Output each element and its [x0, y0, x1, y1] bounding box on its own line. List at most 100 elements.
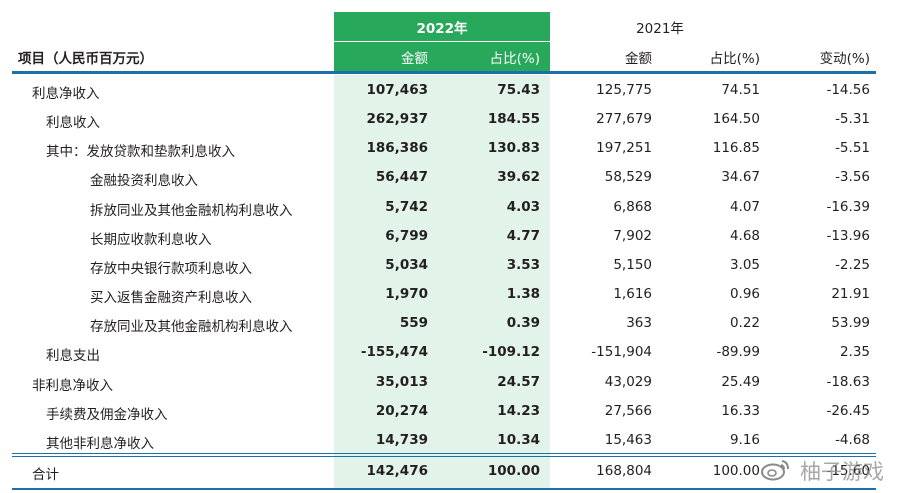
amount-2022: 5,742: [385, 199, 428, 215]
share-2022: 75.43: [497, 82, 540, 98]
change-pct: -26.45: [826, 403, 870, 419]
amount-2021: 125,775: [596, 82, 652, 98]
header-2022-divider: [334, 41, 550, 42]
amount-2021: 43,029: [604, 374, 652, 390]
share-2021-header: 占比(%): [709, 51, 760, 67]
row-label: 其他非利息净收入: [46, 436, 154, 452]
share-2022: 24.57: [497, 374, 540, 390]
change-pct: -18.63: [826, 374, 870, 390]
amount-2022: 20,274: [375, 403, 428, 419]
amount-2022: 559: [399, 315, 428, 331]
change-pct: -16.39: [826, 199, 870, 215]
share-2021: 0.96: [729, 286, 760, 302]
change-pct: -14.56: [826, 82, 870, 98]
share-2022: 4.77: [506, 228, 540, 244]
row-label: 拆放同业及其他金融机构利息收入: [90, 203, 293, 219]
share-2021: 16.33: [721, 403, 760, 419]
share-2021: 34.67: [721, 169, 760, 185]
change-pct: -2.25: [835, 257, 870, 273]
share-2021: 0.22: [729, 315, 760, 331]
share-2021: 9.16: [729, 432, 760, 448]
share-2021: 164.50: [712, 111, 760, 127]
share-2022: -109.12: [482, 344, 540, 360]
amount-2021: 197,251: [596, 140, 652, 156]
share-2021: 25.49: [721, 374, 760, 390]
amount-2022-header: 金额: [401, 51, 428, 67]
header-rule: [12, 71, 876, 74]
share-2022: 130.83: [487, 140, 540, 156]
total-share-2021: 100.00: [712, 463, 760, 479]
share-2022: 4.03: [506, 199, 540, 215]
row-label: 利息净收入: [32, 86, 100, 102]
share-2021: 4.07: [729, 199, 760, 215]
item-column-header: 项目（人民币百万元）: [18, 51, 153, 67]
amount-2021: 27,566: [604, 403, 652, 419]
row-label: 手续费及佣金净收入: [46, 407, 168, 423]
share-2021: 4.68: [729, 228, 760, 244]
amount-2021: 7,902: [613, 228, 652, 244]
amount-2022: 107,463: [366, 82, 429, 98]
change-pct: -13.96: [826, 228, 870, 244]
share-2022: 39.62: [497, 169, 540, 185]
share-2022: 3.53: [506, 257, 540, 273]
amount-2022: 35,013: [375, 374, 428, 390]
total-amount-2021: 168,804: [596, 463, 652, 479]
amount-2021: 277,679: [596, 111, 652, 127]
amount-2022: 14,739: [375, 432, 428, 448]
total-amount-2022: 142,476: [366, 463, 429, 479]
change-pct: 53.99: [831, 315, 870, 331]
total-change: -15.60: [826, 463, 870, 479]
change-pct: -4.68: [835, 432, 870, 448]
amount-2021: 58,529: [604, 169, 652, 185]
row-label: 金融投资利息收入: [90, 173, 198, 189]
amount-2022: -155,474: [360, 344, 428, 360]
share-2022: 0.39: [506, 315, 540, 331]
total-rule-top: [12, 453, 876, 454]
amount-2021: 15,463: [604, 432, 652, 448]
column-highlight-2022: [334, 75, 550, 488]
share-2022: 184.55: [487, 111, 540, 127]
amount-2021: 6,868: [613, 199, 652, 215]
amount-2021: 1,616: [613, 286, 652, 302]
change-header: 变动(%): [819, 51, 870, 67]
share-2021: 116.85: [712, 140, 760, 156]
row-label: 长期应收款利息收入: [90, 232, 212, 248]
share-2021: -89.99: [716, 344, 760, 360]
change-pct: 21.91: [831, 286, 870, 302]
row-label: 买入返售金融资产利息收入: [90, 290, 252, 306]
amount-2021: 5,150: [613, 257, 652, 273]
year-2022-header: 2022年: [416, 21, 468, 37]
bottom-rule: [12, 488, 876, 490]
row-label: 非利息净收入: [32, 378, 113, 394]
amount-2022: 262,937: [366, 111, 429, 127]
share-2022: 1.38: [506, 286, 540, 302]
total-share-2022: 100.00: [487, 463, 540, 479]
total-label: 合计: [32, 467, 59, 483]
share-2021: 74.51: [721, 82, 760, 98]
change-pct: -5.31: [835, 111, 870, 127]
amount-2022: 56,447: [375, 169, 428, 185]
share-2022-header: 占比(%): [489, 51, 540, 67]
row-label: 存放同业及其他金融机构利息收入: [90, 319, 293, 335]
change-pct: 2.35: [839, 344, 870, 360]
year-2021-header: 2021年: [636, 21, 684, 37]
change-pct: -3.56: [835, 169, 870, 185]
share-2022: 14.23: [497, 403, 540, 419]
change-pct: -5.51: [835, 140, 870, 156]
share-2022: 10.34: [497, 432, 540, 448]
total-rule-double: [12, 456, 876, 457]
watermark-text: 柚子游戏: [800, 460, 884, 484]
amount-2022: 1,970: [385, 286, 428, 302]
row-label: 利息支出: [46, 348, 100, 364]
row-label: 存放中央银行款项利息收入: [90, 261, 252, 277]
weibo-icon: [761, 460, 789, 481]
amount-2022: 6,799: [385, 228, 428, 244]
amount-2021-header: 金额: [625, 51, 652, 67]
share-2021: 3.05: [729, 257, 760, 273]
row-label: 利息收入: [46, 115, 100, 131]
amount-2021: -151,904: [591, 344, 652, 360]
amount-2022: 5,034: [385, 257, 428, 273]
amount-2022: 186,386: [366, 140, 429, 156]
row-label: 其中：发放贷款和垫款利息收入: [46, 144, 235, 160]
amount-2021: 363: [626, 315, 652, 331]
